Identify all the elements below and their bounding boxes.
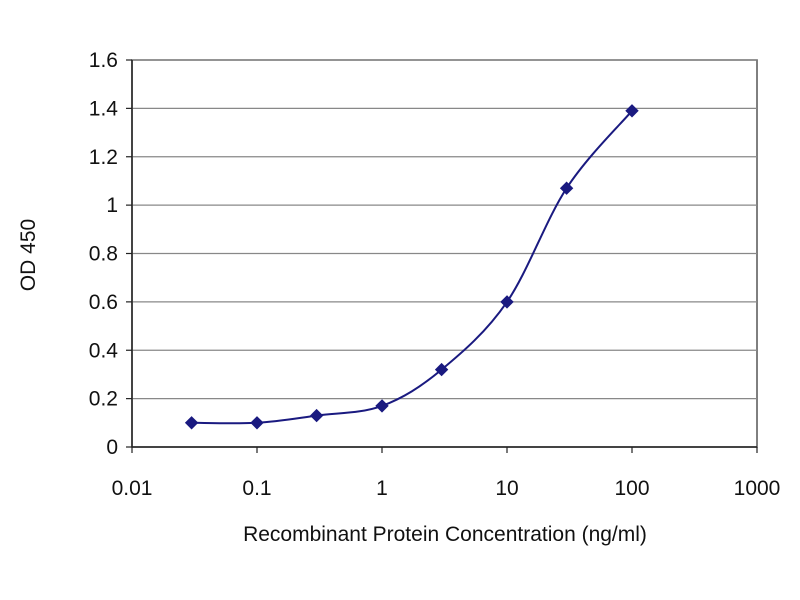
axes [126, 59, 758, 453]
x-tick-label: 1000 [734, 477, 781, 500]
data-point [309, 408, 324, 423]
y-tick-labels: 0 0.2 0.4 0.6 0.8 1 1.2 1.4 1.6 [89, 49, 119, 459]
y-tick-label: 0.4 [89, 339, 119, 362]
x-axis-title: Recombinant Protein Concentration (ng/ml… [243, 523, 647, 546]
x-tick-label: 100 [614, 477, 649, 500]
series [184, 104, 639, 430]
y-tick-label: 1.6 [89, 49, 118, 72]
x-tick-label: 0.1 [242, 477, 271, 500]
data-point [434, 362, 449, 377]
data-point [625, 104, 639, 118]
y-tick-label: 0.2 [89, 388, 118, 411]
x-tick-label: 10 [495, 477, 518, 500]
data-point [375, 399, 389, 413]
y-tick-label: 1.2 [89, 146, 118, 169]
y-tick-label: 1.4 [89, 97, 119, 120]
data-point [500, 295, 514, 309]
y-tick-label: 0.6 [89, 291, 118, 314]
x-tick-labels: 0.01 0.1 1 10 100 1000 [112, 477, 781, 500]
data-point [559, 181, 574, 195]
grid-lines [132, 59, 757, 400]
data-point [184, 416, 199, 430]
y-axis-title: OD 450 [17, 219, 40, 291]
y-tick-label: 1 [106, 194, 118, 217]
y-tick-label: 0.8 [89, 243, 118, 266]
y-tick-label: 0 [106, 436, 118, 459]
x-tick-label: 0.01 [112, 477, 153, 500]
x-tick-label: 1 [376, 477, 388, 500]
data-point [250, 416, 264, 430]
